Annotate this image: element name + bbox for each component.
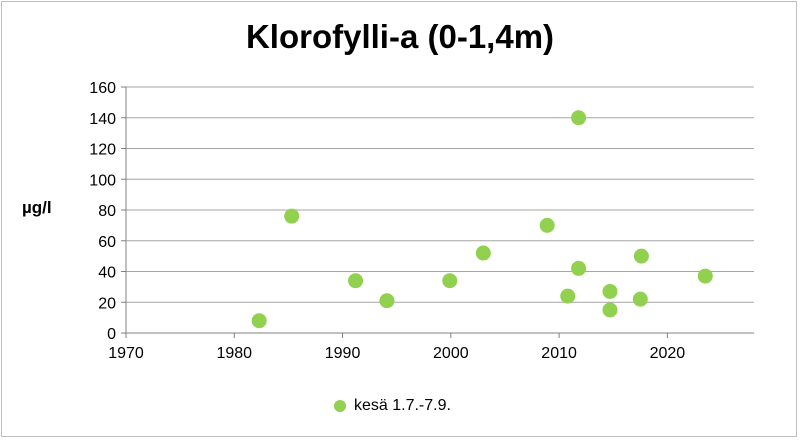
y-tick-label: 160 [89, 80, 116, 97]
data-point [602, 283, 618, 299]
x-tick-label: 2010 [541, 345, 577, 362]
y-tick-label: 100 [89, 172, 116, 189]
data-point [571, 260, 587, 276]
x-tick-label: 2020 [650, 345, 686, 362]
data-point [442, 273, 458, 289]
data-point [379, 293, 395, 309]
data-point [348, 273, 364, 289]
x-tick-label: 1990 [325, 345, 361, 362]
x-tick-label: 1970 [108, 345, 144, 362]
data-point [251, 313, 267, 329]
legend-marker [334, 400, 346, 412]
y-tick-label: 40 [98, 265, 116, 282]
chart-title: Klorofylli-a (0-1,4m) [245, 18, 555, 55]
data-point [602, 302, 618, 318]
y-axis-label: µg/l [22, 198, 52, 217]
data-point [539, 217, 555, 233]
y-tick-label: 120 [89, 142, 116, 159]
y-tick-label: 80 [98, 203, 116, 220]
data-point [560, 288, 576, 304]
data-point [697, 268, 713, 284]
y-tick-label: 20 [98, 295, 116, 312]
data-point [633, 248, 649, 264]
data-point [475, 245, 491, 261]
y-tick-label: 140 [89, 111, 116, 128]
data-point [571, 110, 587, 126]
data-point [632, 291, 648, 307]
y-tick-label: 60 [98, 234, 116, 251]
x-tick-label: 2000 [433, 345, 469, 362]
y-tick-label: 0 [107, 326, 116, 343]
legend-label: kesä 1.7.-7.9. [354, 397, 451, 414]
legend: kesä 1.7.-7.9. [334, 397, 451, 415]
data-point [284, 208, 300, 224]
x-tick-label: 1980 [216, 345, 252, 362]
